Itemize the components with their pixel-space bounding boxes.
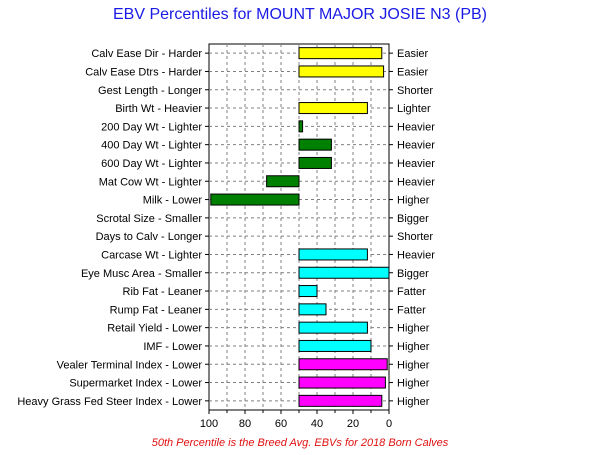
x-tick-label: 0	[386, 418, 392, 430]
row-label: Gest Length - Longer	[98, 85, 202, 97]
row-label: Supermarket Index - Lower	[69, 378, 202, 390]
row-direction-label: Higher	[397, 378, 430, 390]
bar	[298, 321, 368, 334]
bar	[298, 376, 386, 389]
row-direction-label: Easier	[397, 48, 429, 60]
x-tick-label: 60	[275, 418, 287, 430]
bar	[210, 193, 300, 206]
bar	[298, 266, 390, 279]
bar	[298, 339, 372, 352]
row-label: Birth Wt - Heavier	[115, 103, 202, 115]
bar	[298, 120, 304, 133]
row-label: Milk - Lower	[143, 195, 203, 207]
bar	[298, 156, 332, 169]
row-direction-label: Bigger	[397, 213, 429, 225]
row-label: Mat Cow Wt - Lighter	[99, 176, 203, 188]
bar	[298, 394, 383, 407]
row-direction-label: Higher	[397, 341, 430, 353]
bar	[298, 138, 332, 151]
chart-title: EBV Percentiles for MOUNT MAJOR JOSIE N3…	[112, 6, 487, 23]
row-direction-label: Heavier	[397, 249, 435, 261]
row-direction-label: Shorter	[397, 231, 433, 243]
chart-footnote: 50th Percentile is the Breed Avg. EBVs f…	[151, 437, 449, 449]
x-tick-label: 40	[311, 418, 323, 430]
row-label: Rib Fat - Leaner	[123, 286, 203, 298]
bar	[298, 102, 368, 115]
bar	[298, 65, 385, 78]
row-direction-label: Fatter	[397, 304, 426, 316]
row-label: Retail Yield - Lower	[107, 323, 202, 335]
row-label: Rump Fat - Leaner	[110, 304, 203, 316]
row-direction-label: Heavier	[397, 140, 435, 152]
row-direction-label: Heavier	[397, 121, 435, 133]
bar	[266, 175, 300, 188]
row-direction-label: Shorter	[397, 85, 433, 97]
bar	[298, 47, 383, 60]
row-label: Calv Ease Dir - Harder	[91, 48, 202, 60]
bar	[298, 248, 368, 261]
row-direction-label: Higher	[397, 359, 430, 371]
row-direction-label: Fatter	[397, 286, 426, 298]
row-direction-label: Higher	[397, 323, 430, 335]
bar	[298, 285, 318, 298]
row-direction-label: Bigger	[397, 268, 429, 280]
row-direction-label: Higher	[397, 195, 430, 207]
row-direction-label: Heavier	[397, 176, 435, 188]
x-tick-label: 20	[347, 418, 359, 430]
row-label: 400 Day Wt - Lighter	[101, 140, 202, 152]
row-label: Scrotal Size - Smaller	[96, 213, 202, 225]
row-direction-label: Heavier	[397, 158, 435, 170]
row-direction-label: Easier	[397, 66, 429, 78]
row-direction-label: Lighter	[397, 103, 431, 115]
row-label: 200 Day Wt - Lighter	[101, 121, 202, 133]
row-direction-label: Higher	[397, 396, 430, 408]
row-label: Eye Musc Area - Smaller	[81, 268, 202, 280]
row-label: Days to Calv - Longer	[96, 231, 203, 243]
row-label: 600 Day Wt - Lighter	[101, 158, 202, 170]
row-label: Calv Ease Dtrs - Harder	[85, 66, 202, 78]
row-label: Vealer Terminal Index - Lower	[57, 359, 203, 371]
bar	[298, 303, 327, 316]
row-label: Heavy Grass Fed Steer Index - Lower	[17, 396, 202, 408]
row-label: Carcase Wt - Lighter	[101, 249, 202, 261]
bar	[298, 358, 388, 371]
x-tick-label: 80	[239, 418, 251, 430]
x-tick-label: 100	[200, 418, 218, 430]
row-label: IMF - Lower	[143, 341, 202, 353]
